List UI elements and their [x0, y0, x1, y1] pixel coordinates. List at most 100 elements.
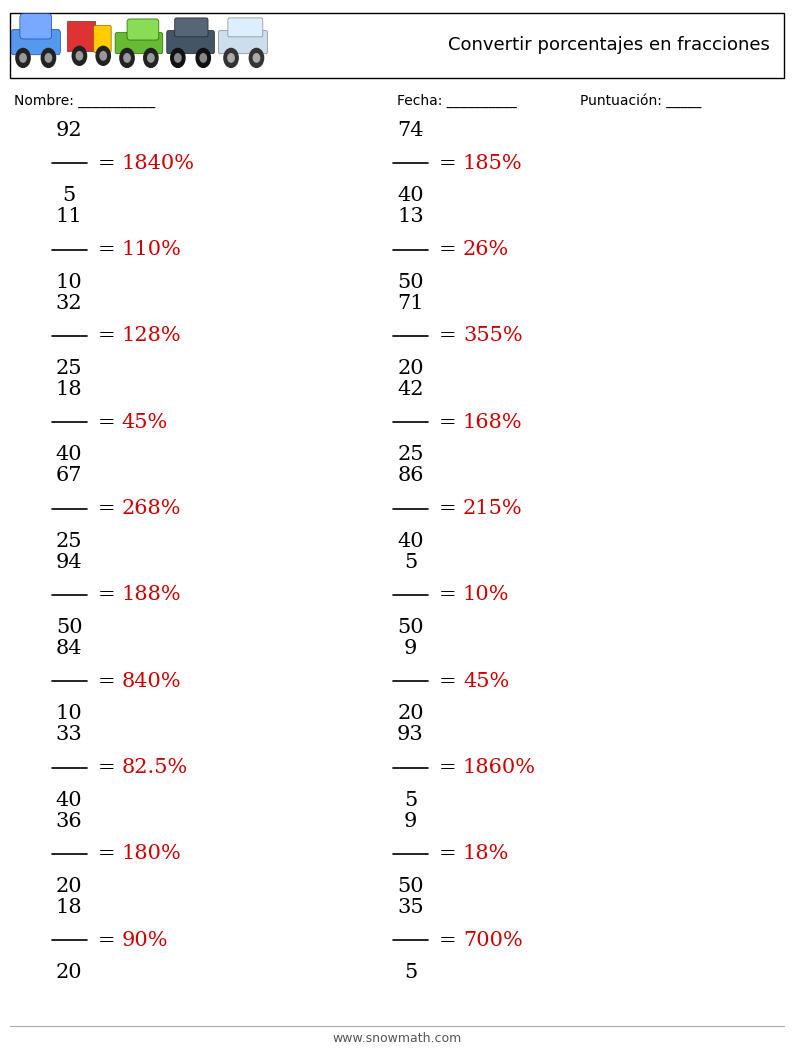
Text: =: = — [439, 758, 457, 777]
Text: Puntuación: _____: Puntuación: _____ — [580, 94, 701, 108]
Text: 32: 32 — [56, 294, 83, 313]
Text: 20: 20 — [56, 963, 83, 982]
Text: 10: 10 — [56, 704, 83, 723]
Text: 20: 20 — [397, 704, 424, 723]
Text: 5: 5 — [404, 553, 417, 572]
Text: 40: 40 — [56, 445, 83, 464]
Text: 45%: 45% — [121, 413, 168, 432]
Text: 180%: 180% — [121, 845, 181, 863]
Circle shape — [253, 54, 260, 62]
Text: www.snowmath.com: www.snowmath.com — [333, 1032, 461, 1045]
Text: 20: 20 — [397, 359, 424, 378]
Circle shape — [16, 48, 30, 67]
Text: 355%: 355% — [463, 326, 522, 345]
Text: =: = — [439, 154, 457, 173]
Circle shape — [20, 54, 26, 62]
Text: 5: 5 — [404, 963, 417, 982]
Text: 40: 40 — [397, 532, 424, 551]
Text: 188%: 188% — [121, 585, 181, 604]
Text: 25: 25 — [56, 359, 83, 378]
Text: 71: 71 — [397, 294, 424, 313]
Text: =: = — [439, 672, 457, 691]
Text: =: = — [98, 326, 115, 345]
Text: 93: 93 — [397, 726, 424, 744]
Text: 700%: 700% — [463, 931, 522, 950]
Circle shape — [124, 54, 130, 62]
Text: =: = — [98, 758, 115, 777]
Text: =: = — [98, 845, 115, 863]
Text: =: = — [98, 931, 115, 950]
Text: 5: 5 — [404, 791, 417, 810]
Text: 20: 20 — [56, 877, 83, 896]
FancyBboxPatch shape — [228, 18, 263, 37]
Circle shape — [196, 48, 210, 67]
Text: 1860%: 1860% — [463, 758, 536, 777]
Text: 92: 92 — [56, 121, 83, 140]
Text: 94: 94 — [56, 553, 83, 572]
Text: 18: 18 — [56, 898, 83, 917]
Text: 86: 86 — [397, 466, 424, 485]
Circle shape — [45, 54, 52, 62]
Text: 10: 10 — [56, 273, 83, 292]
Text: 185%: 185% — [463, 154, 522, 173]
Text: 168%: 168% — [463, 413, 522, 432]
Text: 35: 35 — [397, 898, 424, 917]
Text: =: = — [98, 413, 115, 432]
FancyBboxPatch shape — [175, 18, 208, 37]
Text: =: = — [98, 154, 115, 173]
Text: 18%: 18% — [463, 845, 509, 863]
Text: 42: 42 — [397, 380, 424, 399]
Circle shape — [224, 48, 238, 67]
Text: 40: 40 — [56, 791, 83, 810]
Text: =: = — [98, 499, 115, 518]
Text: 110%: 110% — [121, 240, 181, 259]
Circle shape — [144, 48, 158, 67]
Circle shape — [148, 54, 154, 62]
FancyBboxPatch shape — [127, 19, 159, 40]
Text: 50: 50 — [56, 618, 83, 637]
FancyBboxPatch shape — [20, 14, 52, 39]
Text: 74: 74 — [397, 121, 424, 140]
Circle shape — [175, 54, 181, 62]
Text: 90%: 90% — [121, 931, 168, 950]
Text: 10%: 10% — [463, 585, 510, 604]
FancyBboxPatch shape — [11, 29, 60, 55]
Text: 33: 33 — [56, 726, 83, 744]
Circle shape — [228, 54, 234, 62]
Text: 82.5%: 82.5% — [121, 758, 187, 777]
Text: 9: 9 — [404, 812, 417, 831]
Circle shape — [76, 52, 83, 60]
Text: 25: 25 — [56, 532, 83, 551]
Bar — [67, 21, 95, 51]
Text: Fecha: __________: Fecha: __________ — [397, 94, 517, 108]
Text: 840%: 840% — [121, 672, 181, 691]
Text: 5: 5 — [63, 186, 75, 205]
Text: 215%: 215% — [463, 499, 522, 518]
Text: 36: 36 — [56, 812, 83, 831]
Circle shape — [171, 48, 185, 67]
Circle shape — [96, 46, 110, 65]
Text: 128%: 128% — [121, 326, 181, 345]
Circle shape — [41, 48, 56, 67]
Text: 268%: 268% — [121, 499, 181, 518]
Text: =: = — [98, 240, 115, 259]
Text: Nombre: ___________: Nombre: ___________ — [14, 94, 156, 108]
Text: =: = — [439, 326, 457, 345]
Text: =: = — [439, 499, 457, 518]
Text: 50: 50 — [397, 618, 424, 637]
Text: 25: 25 — [397, 445, 424, 464]
Text: 18: 18 — [56, 380, 83, 399]
Text: 50: 50 — [397, 273, 424, 292]
Text: 13: 13 — [397, 207, 424, 226]
FancyBboxPatch shape — [94, 25, 111, 53]
Text: 67: 67 — [56, 466, 83, 485]
Text: 45%: 45% — [463, 672, 509, 691]
Text: =: = — [439, 413, 457, 432]
Text: =: = — [98, 672, 115, 691]
Circle shape — [120, 48, 134, 67]
Text: 11: 11 — [56, 207, 83, 226]
FancyBboxPatch shape — [10, 13, 784, 78]
Text: =: = — [98, 585, 115, 604]
Text: Convertir porcentajes en fracciones: Convertir porcentajes en fracciones — [449, 36, 770, 55]
Text: 26%: 26% — [463, 240, 509, 259]
